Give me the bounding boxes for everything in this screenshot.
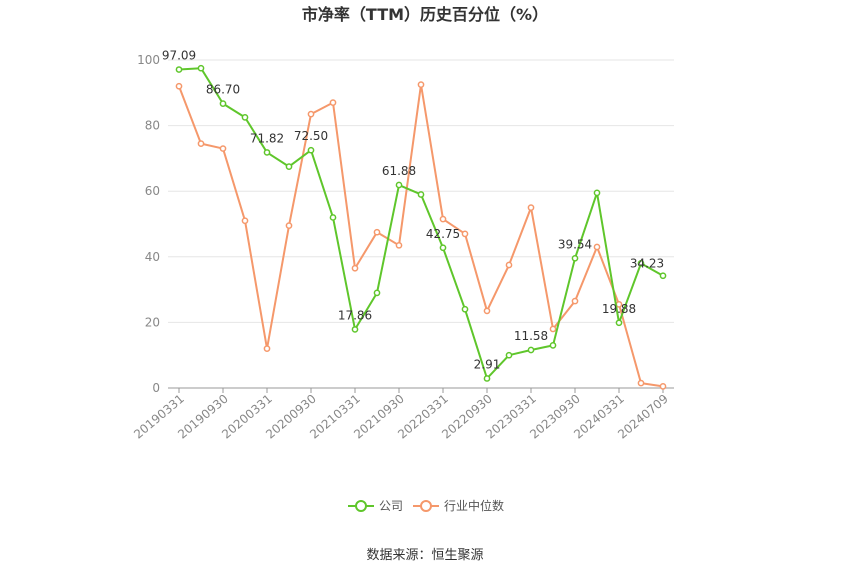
legend-item-company[interactable]: 公司 xyxy=(348,499,403,513)
series-1-point[interactable] xyxy=(637,379,645,387)
data-label: 34.23 xyxy=(630,257,664,271)
series-0-point[interactable] xyxy=(373,289,381,297)
series-1-point[interactable] xyxy=(483,307,491,315)
series-0-point[interactable] xyxy=(307,146,315,154)
data-label: 39.54 xyxy=(558,237,592,251)
series-0-point[interactable] xyxy=(571,254,579,262)
series-1-point[interactable] xyxy=(285,222,293,229)
series-1-point[interactable] xyxy=(329,99,337,106)
data-label: 72.50 xyxy=(294,129,328,143)
series-0-point[interactable] xyxy=(549,342,557,349)
series-line-1 xyxy=(178,83,664,388)
series-1-point[interactable] xyxy=(373,228,381,236)
series-0-point[interactable] xyxy=(241,114,249,121)
chart-title: 市净率（TTM）历史百分位（%） xyxy=(302,5,548,24)
series-0-point[interactable] xyxy=(285,163,293,170)
series-1-point[interactable] xyxy=(241,217,249,225)
series-1-point[interactable] xyxy=(505,261,513,269)
series-0-point[interactable] xyxy=(395,181,403,189)
series-1-point[interactable] xyxy=(351,264,359,272)
series-0-point[interactable] xyxy=(417,191,425,198)
legend-company-label: 公司 xyxy=(379,499,403,513)
series-1-point[interactable] xyxy=(527,204,535,211)
data-label: 86.70 xyxy=(206,83,240,97)
series-0-point[interactable] xyxy=(263,149,271,156)
legend-industry-marker xyxy=(420,500,432,512)
data-label: 71.82 xyxy=(250,131,284,145)
series-0-point[interactable] xyxy=(175,66,183,73)
series-1-point[interactable] xyxy=(571,297,579,305)
series-1-point[interactable] xyxy=(659,383,667,390)
series-0-point[interactable] xyxy=(351,326,359,333)
series-0-point[interactable] xyxy=(527,346,535,354)
series-1-point[interactable] xyxy=(219,145,227,152)
data-label: 2.91 xyxy=(474,357,501,371)
series-1-point[interactable] xyxy=(417,81,425,88)
data-label: 19.88 xyxy=(602,302,636,316)
series-0-point[interactable] xyxy=(439,244,447,252)
axes: 0204060801002019033120190930202003312020… xyxy=(131,53,674,442)
y-tick-label: 60 xyxy=(145,184,160,198)
series-0-point[interactable] xyxy=(637,260,645,267)
series-1-point[interactable] xyxy=(395,241,403,249)
y-tick-label: 20 xyxy=(145,315,160,329)
series-0-point[interactable] xyxy=(461,305,469,313)
data-label: 97.09 xyxy=(162,49,196,63)
series-1-point[interactable] xyxy=(307,110,315,118)
data-label: 11.58 xyxy=(514,329,548,343)
series-1-point[interactable] xyxy=(197,140,205,147)
series xyxy=(175,64,667,390)
series-0-point[interactable] xyxy=(593,189,601,197)
series-0-point[interactable] xyxy=(219,100,227,107)
series-0-point[interactable] xyxy=(329,214,337,221)
series-1-point[interactable] xyxy=(461,230,469,238)
y-tick-label: 100 xyxy=(137,53,160,67)
legend-item-industry-median[interactable]: 行业中位数 xyxy=(413,498,504,513)
legend-industry-label: 行业中位数 xyxy=(444,498,504,513)
series-1-point[interactable] xyxy=(263,345,271,352)
series-1-point[interactable] xyxy=(439,215,447,223)
legend: 公司 行业中位数 xyxy=(348,498,504,513)
series-0-point[interactable] xyxy=(505,351,513,359)
series-1-point[interactable] xyxy=(549,325,557,333)
data-label: 42.75 xyxy=(426,227,460,241)
series-1-point[interactable] xyxy=(593,243,601,251)
legend-company-marker xyxy=(355,500,367,512)
data-label: 61.88 xyxy=(382,164,416,178)
series-1-point[interactable] xyxy=(175,82,183,90)
series-0-point[interactable] xyxy=(197,64,205,72)
series-0-point[interactable] xyxy=(483,375,491,382)
series-0-point[interactable] xyxy=(659,272,667,280)
y-tick-label: 80 xyxy=(145,119,160,133)
source-note: 数据来源：恒生聚源 xyxy=(366,548,483,563)
series-0-point[interactable] xyxy=(615,319,623,327)
y-tick-label: 40 xyxy=(145,250,160,264)
data-labels: 97.09 86.70 71.82 72.50 17.86 61.88 42.75 2.91 1… xyxy=(162,49,664,372)
y-tick-label: 0 xyxy=(152,381,160,395)
data-label: 17.86 xyxy=(338,308,372,322)
series-line-0 xyxy=(178,67,664,380)
